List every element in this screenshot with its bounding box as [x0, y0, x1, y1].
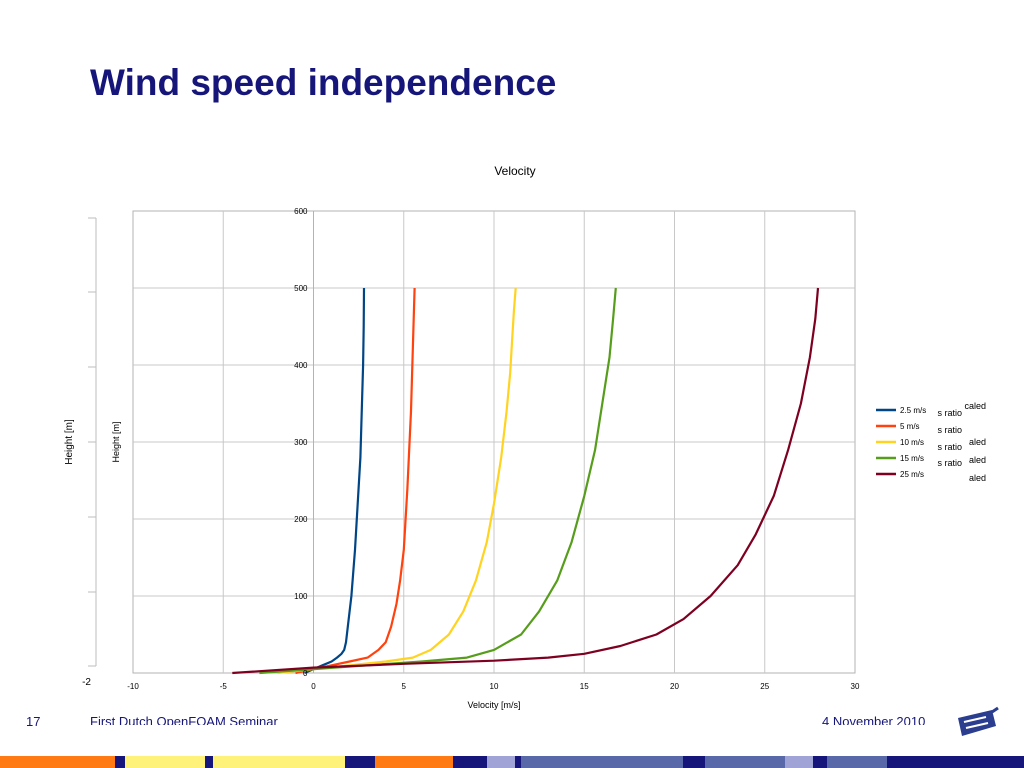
background-y-ticks: [88, 217, 96, 667]
slide-title: Wind speed independence: [90, 62, 557, 103]
x-axis-ticks: -10 -5 0 5 10 15 20 25 30: [127, 682, 860, 691]
chart-legend: 2.5 m/s 5 m/s 10 m/s 15 m/s 25 m/s: [876, 406, 926, 479]
y-tick-label: 300: [294, 438, 308, 447]
x-tick-label: 20: [670, 682, 679, 691]
series-line-5: [232, 287, 820, 675]
x-tick-label: 15: [580, 682, 589, 691]
legend-label: 5 m/s: [900, 422, 920, 431]
legend-label: 25 m/s: [900, 470, 924, 479]
series-line-1: [304, 287, 366, 675]
x-tick-label: 10: [490, 682, 499, 691]
background-y-axis-label: Height [m]: [64, 419, 75, 465]
series-line-2: [295, 287, 416, 675]
background-legend-fragment: s ratio: [937, 458, 962, 468]
y-tick-label: 0: [303, 669, 308, 678]
legend-label: 2.5 m/s: [900, 406, 926, 415]
chart-series: [232, 287, 820, 675]
background-legend-fragment: aled: [969, 437, 986, 447]
background-legend-fragment: s ratio: [937, 442, 962, 452]
footer-event-name: First Dutch OpenFOAM Seminar: [90, 714, 278, 729]
background-legend-fragment: s ratio: [937, 408, 962, 418]
x-axis-label: Velocity [m/s]: [467, 700, 520, 710]
x-tick-label: -5: [220, 682, 228, 691]
y-tick-label: 400: [294, 361, 308, 370]
background-legend-fragment: s ratio: [937, 425, 962, 435]
legend-label: 15 m/s: [900, 454, 924, 463]
page-number: 17: [26, 714, 41, 729]
y-axis-label: Height [m]: [111, 421, 121, 462]
series-line-3: [277, 287, 517, 675]
chart-title: Velocity: [494, 164, 535, 178]
y-tick-label: 200: [294, 515, 308, 524]
footer-date: 4 November 2010: [822, 714, 926, 729]
background-legend-fragment: aled: [969, 455, 986, 465]
y-tick-label: 100: [294, 592, 308, 601]
x-tick-label: 30: [851, 682, 860, 691]
y-tick-label: 600: [294, 207, 308, 216]
bottom-color-stripe: [0, 756, 1024, 768]
organization-logo-icon: [958, 706, 999, 736]
x-tick-label: 0: [311, 682, 316, 691]
y-tick-label: 500: [294, 284, 308, 293]
chart-gridlines: [133, 211, 855, 673]
x-tick-label: 5: [402, 682, 407, 691]
y-axis-ticks: 0 100 200 300 400 500 600: [294, 207, 308, 678]
background-y-tick-label: -2: [82, 677, 91, 688]
legend-label: 10 m/s: [900, 438, 924, 447]
x-tick-label: -10: [127, 682, 139, 691]
background-legend-fragment: caled: [964, 401, 986, 411]
background-legend-fragment: aled: [969, 473, 986, 483]
x-tick-label: 25: [760, 682, 769, 691]
